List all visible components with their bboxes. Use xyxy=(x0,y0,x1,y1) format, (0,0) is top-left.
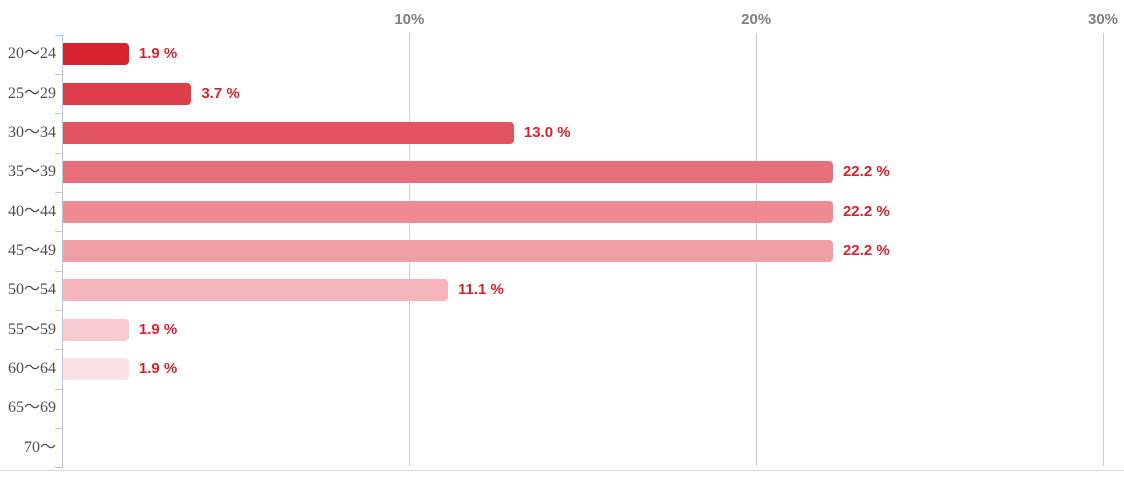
category-label: 60〜64 xyxy=(7,360,56,378)
category-label: 30〜34 xyxy=(7,123,56,141)
value-label: 22.2 % xyxy=(842,163,890,181)
y-axis-tick xyxy=(55,388,62,390)
bar xyxy=(63,161,833,184)
bar xyxy=(63,279,448,302)
bar xyxy=(63,121,514,144)
bar xyxy=(63,82,192,105)
y-axis-tick xyxy=(55,349,62,351)
x-axis-tick-label: 10% xyxy=(394,11,425,28)
bar xyxy=(63,200,833,223)
value-label: 1.9 % xyxy=(138,320,178,338)
y-axis-line xyxy=(62,34,63,468)
category-label: 50〜54 xyxy=(7,281,56,299)
y-axis-tick xyxy=(55,152,62,154)
category-label: 35〜39 xyxy=(7,163,56,181)
y-axis-tick xyxy=(55,113,62,115)
value-label: 1.9 % xyxy=(138,45,178,63)
x-axis-tick-label: 30% xyxy=(1087,11,1119,28)
category-label: 25〜29 xyxy=(7,84,56,102)
y-axis-tick xyxy=(55,191,62,193)
category-label: 65〜69 xyxy=(7,399,56,417)
y-axis-tick xyxy=(55,310,62,312)
x-axis-tick-label: 20% xyxy=(741,11,772,28)
category-label: 70〜 xyxy=(23,438,56,456)
category-label: 55〜59 xyxy=(7,320,56,338)
value-label: 13.0 % xyxy=(523,123,571,141)
bar xyxy=(63,43,129,66)
y-axis-tick xyxy=(55,428,62,430)
value-label: 1.9 % xyxy=(138,360,178,378)
category-label: 45〜49 xyxy=(7,241,56,259)
bar xyxy=(63,318,129,341)
chart-bottom-border xyxy=(0,470,1124,471)
grid-line xyxy=(1103,33,1104,466)
y-axis-tick xyxy=(55,231,62,233)
value-label: 11.1 % xyxy=(457,281,504,299)
category-label: 40〜44 xyxy=(7,202,56,220)
y-axis-tick xyxy=(55,270,62,272)
value-label: 22.2 % xyxy=(842,241,890,259)
category-label: 20〜24 xyxy=(7,45,56,63)
y-axis-tick xyxy=(55,73,62,75)
value-label: 22.2 % xyxy=(842,202,890,220)
value-label: 3.7 % xyxy=(201,84,240,102)
y-axis-tick xyxy=(55,34,62,36)
y-axis-tick xyxy=(55,467,62,469)
bar xyxy=(63,239,833,262)
bar xyxy=(63,358,129,381)
